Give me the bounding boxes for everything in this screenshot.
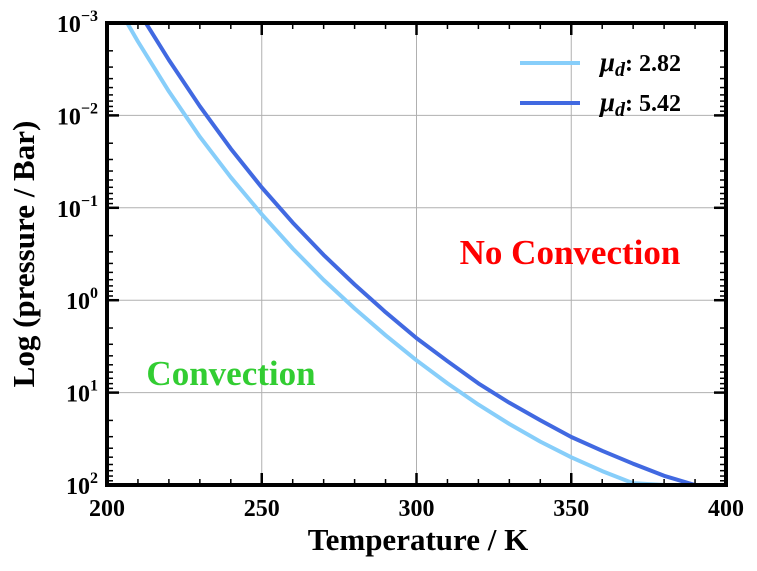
x-tick-label: 400 — [708, 496, 744, 522]
y-tick-label-base: 10 — [57, 104, 81, 130]
x-tick-label: 350 — [553, 496, 589, 522]
y-tick-label-exponent: −1 — [81, 193, 98, 210]
y-axis-label: Log (pressure / Bar) — [6, 121, 41, 388]
x-tick-label: 250 — [244, 496, 280, 522]
legend-entry: μd: 5.42 — [598, 87, 681, 121]
y-tick-label: 10−2 — [57, 100, 98, 130]
y-tick-label-base: 10 — [66, 289, 90, 315]
x-tick-label: 200 — [89, 496, 125, 522]
y-tick-label-exponent: 1 — [90, 378, 98, 395]
legend-subscript: d — [615, 59, 626, 81]
y-tick-label: 100 — [66, 285, 98, 315]
y-tick-label-base: 10 — [66, 474, 90, 500]
x-tick-label: 300 — [399, 496, 435, 522]
legend-value: : 5.42 — [625, 91, 681, 117]
y-tick-label-base: 10 — [57, 197, 81, 223]
y-tick-label: 102 — [66, 470, 98, 500]
y-tick-label-exponent: −2 — [81, 100, 98, 117]
annotation-no-convection: No Convection — [460, 233, 681, 272]
legend-symbol: μ — [598, 87, 615, 117]
series-group — [124, 23, 726, 485]
y-tick-label: 10−1 — [57, 193, 98, 223]
legend-symbol: μ — [598, 47, 615, 77]
series-line — [143, 23, 726, 485]
y-tick-label-exponent: 0 — [90, 285, 98, 302]
x-axis-label: Temperature / K — [308, 522, 528, 557]
y-tick-label: 10−3 — [57, 8, 98, 38]
y-tick-label: 101 — [66, 378, 98, 408]
y-tick-label-base: 10 — [57, 12, 81, 38]
annotation-convection: Convection — [146, 354, 315, 393]
y-tick-label-exponent: −3 — [81, 8, 98, 25]
legend-value: : 2.82 — [625, 51, 681, 77]
y-tick-label-exponent: 2 — [90, 470, 98, 487]
legend-subscript: d — [615, 99, 626, 121]
legend-entry: μd: 2.82 — [598, 47, 681, 81]
series-line — [124, 23, 665, 485]
plot-frame — [105, 21, 728, 487]
y-tick-label-base: 10 — [66, 382, 90, 408]
